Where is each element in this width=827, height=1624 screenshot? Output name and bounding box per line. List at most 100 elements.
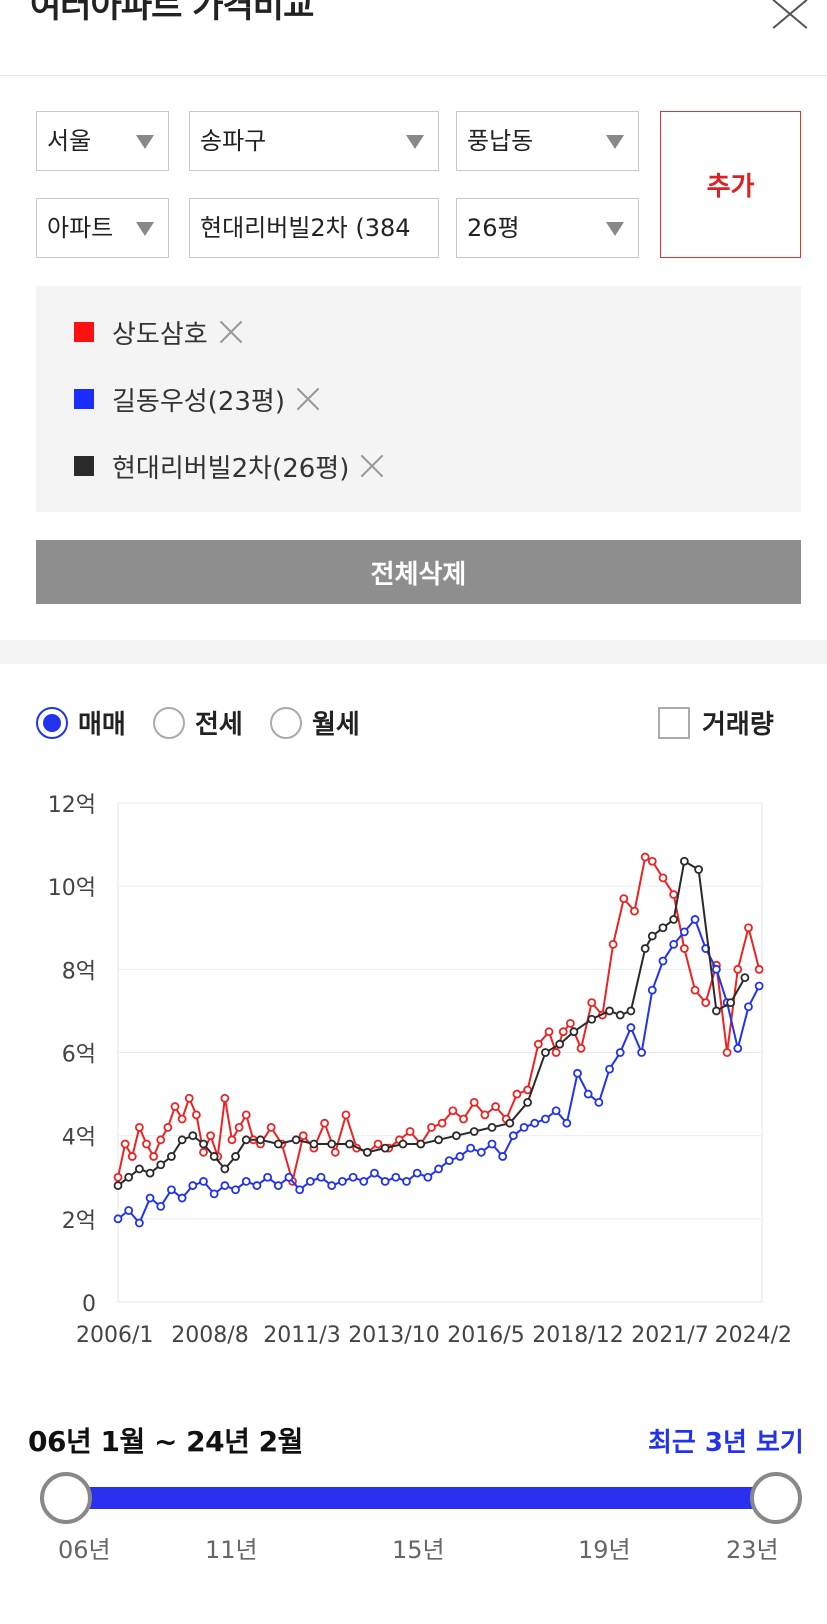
data-point xyxy=(533,1039,543,1049)
range-track xyxy=(64,1487,800,1509)
data-point xyxy=(505,1118,515,1128)
recent-3y-link[interactable]: 최근 3년 보기 xyxy=(648,1428,804,1458)
data-point xyxy=(177,1114,187,1124)
tab-jeonse[interactable]: 전세 xyxy=(153,704,243,741)
data-point xyxy=(679,927,689,937)
city-select[interactable]: 서울 xyxy=(36,111,169,171)
data-point xyxy=(669,939,679,949)
add-button[interactable]: 추가 xyxy=(660,111,801,258)
tab-sale-label: 매매 xyxy=(78,710,126,740)
legend-swatch-black xyxy=(74,456,94,476)
y-tick-label: 6억 xyxy=(62,1043,96,1068)
city-select-value: 서울 xyxy=(47,127,92,155)
data-point xyxy=(298,1131,308,1141)
data-point xyxy=(266,1122,276,1132)
range-label: 06년 1월 ~ 24년 2월 xyxy=(28,1425,303,1458)
range-start-handle[interactable] xyxy=(40,1472,92,1524)
clear-all-button[interactable]: 전체삭제 xyxy=(36,540,801,604)
data-point xyxy=(434,1164,443,1174)
section-divider xyxy=(0,640,827,664)
data-point xyxy=(402,1177,411,1186)
tab-sale[interactable]: 매매 xyxy=(36,704,126,741)
data-point xyxy=(701,998,711,1008)
data-point xyxy=(348,1172,358,1182)
data-point xyxy=(712,964,721,974)
data-point xyxy=(647,985,657,995)
data-point xyxy=(134,1164,144,1174)
remove-icon[interactable] xyxy=(359,453,385,479)
data-point xyxy=(220,1093,230,1103)
data-point xyxy=(605,1064,614,1074)
data-point xyxy=(551,1106,561,1116)
data-point xyxy=(256,1135,265,1145)
data-point xyxy=(398,1139,408,1149)
radio-unchecked-icon xyxy=(153,706,185,739)
data-point xyxy=(583,1089,593,1099)
size-select-value: 26평 xyxy=(467,214,520,242)
range-tick: 15년 xyxy=(392,1536,445,1564)
data-point xyxy=(199,1139,208,1149)
data-point xyxy=(740,973,750,983)
size-select[interactable]: 26평 xyxy=(456,198,639,258)
data-point xyxy=(167,1152,176,1161)
volume-toggle[interactable]: 거래량 xyxy=(658,704,774,741)
y-tick-label: 2억 xyxy=(62,1209,96,1234)
district-select[interactable]: 송파구 xyxy=(189,111,439,171)
data-point xyxy=(451,1131,461,1141)
data-point xyxy=(362,1147,372,1157)
data-point xyxy=(469,1097,479,1107)
data-point xyxy=(619,894,629,904)
data-point xyxy=(359,1177,369,1186)
data-point xyxy=(555,1039,565,1049)
data-point xyxy=(241,1177,251,1186)
data-point xyxy=(744,923,753,933)
data-point xyxy=(569,1027,579,1037)
data-point xyxy=(227,1135,237,1145)
data-point xyxy=(469,1127,479,1136)
range-end-handle[interactable] xyxy=(750,1472,802,1524)
type-select-value: 아파트 xyxy=(47,214,114,242)
data-point xyxy=(669,890,679,899)
data-point xyxy=(163,1122,173,1132)
data-point xyxy=(209,1189,219,1199)
chevron-down-icon xyxy=(606,135,624,149)
data-point xyxy=(156,1135,166,1145)
tab-monthly[interactable]: 월세 xyxy=(270,704,360,741)
y-tick-label: 10억 xyxy=(48,876,96,901)
data-point xyxy=(184,1093,194,1103)
type-select[interactable]: 아파트 xyxy=(36,198,169,258)
apartment-select[interactable]: 현대리버빌2차 (384 xyxy=(189,198,439,258)
data-point xyxy=(177,1135,187,1145)
data-point xyxy=(512,1089,522,1099)
data-point xyxy=(669,915,679,924)
range-tick: 06년 xyxy=(58,1536,111,1564)
data-point xyxy=(608,939,618,949)
data-point xyxy=(679,856,689,866)
data-point xyxy=(726,998,736,1008)
remove-icon[interactable] xyxy=(218,319,244,345)
data-point xyxy=(124,1206,134,1215)
compare-list: 상도삼호 길동우성(23평) 현대리버빌2차(26평) xyxy=(36,286,801,512)
data-point xyxy=(156,1201,166,1211)
y-tick-label: 0 xyxy=(82,1292,96,1317)
checkbox-icon xyxy=(658,706,690,739)
data-point xyxy=(134,1218,144,1228)
data-point xyxy=(565,1018,575,1028)
data-point xyxy=(722,1048,732,1057)
data-point xyxy=(341,1110,351,1120)
data-point xyxy=(305,1177,315,1186)
data-point xyxy=(541,1048,550,1057)
data-point xyxy=(423,1172,433,1182)
data-point xyxy=(523,1097,533,1107)
dong-select[interactable]: 풍납동 xyxy=(456,111,639,171)
data-point xyxy=(231,1152,240,1161)
close-icon[interactable] xyxy=(768,0,808,30)
x-tick-label: 2024/2 xyxy=(715,1323,792,1348)
data-point xyxy=(380,1177,390,1186)
remove-icon[interactable] xyxy=(295,386,321,412)
data-point xyxy=(380,1143,390,1153)
range-tick: 19년 xyxy=(578,1536,631,1564)
x-tick-label: 2011/3 xyxy=(263,1323,340,1348)
data-point xyxy=(206,1131,216,1141)
y-tick-label: 4억 xyxy=(62,1126,96,1151)
